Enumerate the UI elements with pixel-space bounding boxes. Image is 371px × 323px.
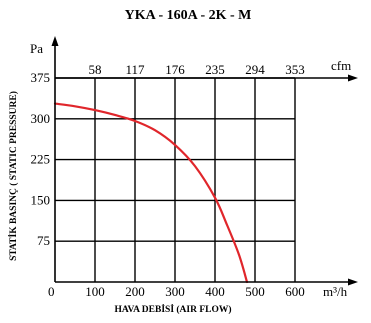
x-axis-label: HAVA DEBİSİ (AIR FLOW) [114, 303, 231, 315]
series-line-0 [53, 102, 249, 284]
x-axis-arrow [348, 278, 358, 286]
tick-labels: 0 100 200 300 400 500 600 75 150 225 300 375 58 117 17… [31, 62, 305, 299]
x-tick-label: 0 [48, 284, 55, 299]
y-tick-label: 225 [31, 152, 51, 167]
y-unit-label: Pa [30, 41, 43, 56]
top-tick-label: 235 [205, 62, 225, 77]
y-tick-label: 150 [31, 192, 51, 207]
x-tick-label: 400 [205, 284, 225, 299]
x-tick-label: 200 [125, 284, 145, 299]
top-tick-label: 353 [285, 62, 305, 77]
x-unit-label: m³/h [323, 284, 348, 299]
x-tick-label: 300 [165, 284, 185, 299]
x-tick-label: 500 [245, 284, 265, 299]
x-tick-label: 600 [285, 284, 305, 299]
series-layer [53, 102, 249, 284]
top-axis-arrow [348, 74, 358, 82]
top-tick-label: 58 [89, 62, 102, 77]
x-tick-label: 100 [85, 284, 105, 299]
y-axis-label: STATİK BASINÇ ( STATIC PRESSURE) [7, 91, 19, 261]
y-tick-label: 300 [31, 111, 51, 126]
top-axis-unit-label: cfm [331, 58, 351, 73]
top-tick-label: 176 [165, 62, 185, 77]
y-tick-label: 75 [37, 233, 50, 248]
top-tick-label: 294 [245, 62, 265, 77]
chart-title: YKA - 160A - 2K - M [125, 8, 252, 23]
top-tick-label: 117 [125, 62, 145, 77]
y-tick-label: 375 [31, 70, 51, 85]
y-axis-arrow [51, 36, 59, 46]
